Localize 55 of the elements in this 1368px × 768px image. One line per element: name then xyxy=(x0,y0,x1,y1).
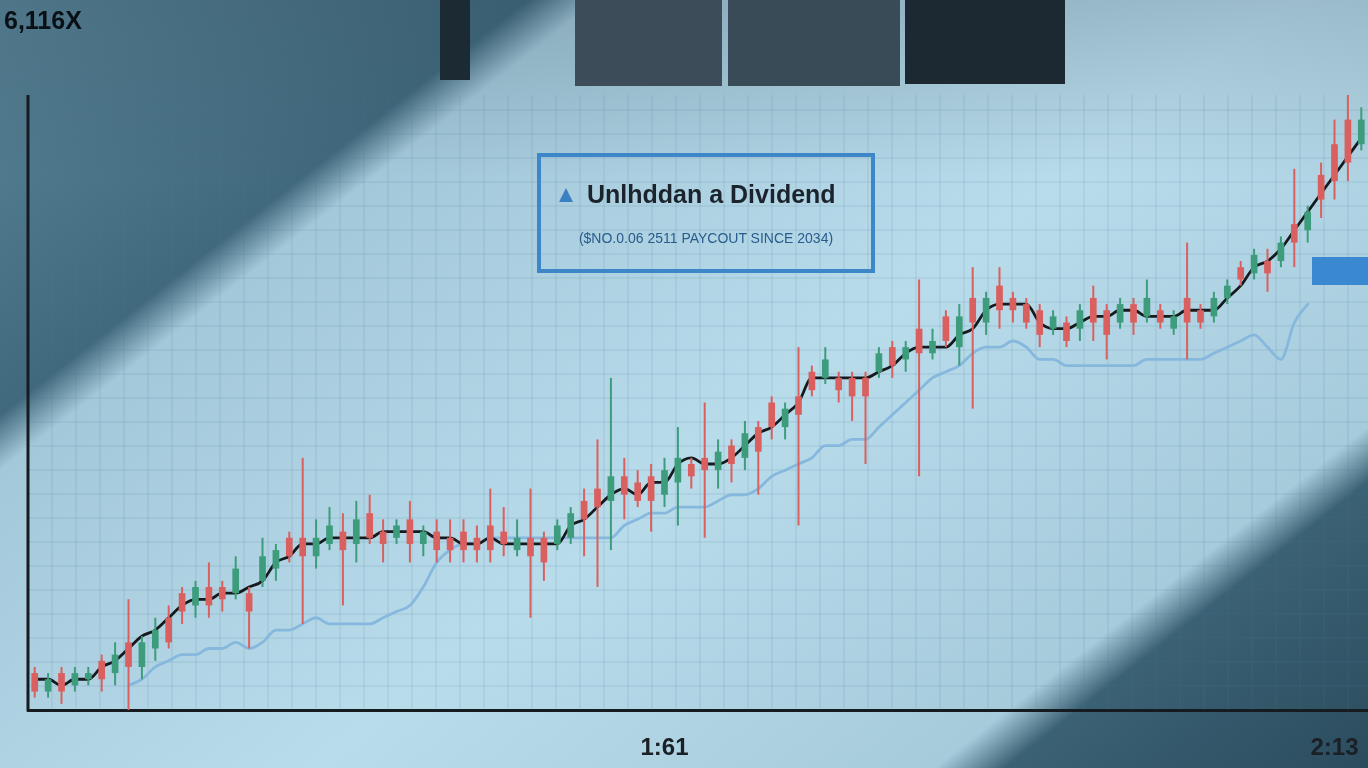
candlestick xyxy=(460,518,467,564)
candlestick xyxy=(500,506,508,558)
candlestick xyxy=(151,616,159,662)
candlestick xyxy=(178,586,186,625)
x-tick-label: 2:13 xyxy=(1310,733,1359,761)
candlestick xyxy=(1304,204,1312,244)
candlestick xyxy=(1049,309,1057,336)
candlestick xyxy=(98,653,106,693)
candlestick xyxy=(607,376,615,552)
candlestick xyxy=(299,456,307,625)
candlestick xyxy=(701,401,709,539)
candlestick xyxy=(620,456,628,521)
candlestick xyxy=(1156,303,1164,330)
candlestick xyxy=(862,370,869,465)
candlestick xyxy=(795,346,802,527)
candlestick xyxy=(433,518,441,564)
candlestick xyxy=(419,524,427,558)
candlestick xyxy=(728,438,735,484)
candlestick xyxy=(1264,247,1271,293)
candlestick xyxy=(44,672,52,699)
candlestick xyxy=(1170,309,1178,336)
candlestick xyxy=(1223,278,1231,306)
candlestick xyxy=(875,346,883,379)
text: Unlhddan a Dividend xyxy=(587,180,836,209)
candlestick xyxy=(821,346,829,386)
x-tick-label: 1:61 xyxy=(640,733,689,761)
candlestick xyxy=(58,665,65,705)
candlestick xyxy=(84,665,92,687)
text: ($NO.0.06 2511 PAYCOUT SINCE 2034) xyxy=(577,230,835,246)
candlestick xyxy=(326,506,333,552)
candlestick xyxy=(393,518,400,545)
candlestick xyxy=(1290,167,1298,269)
candlestick xyxy=(527,487,534,619)
candlestick xyxy=(902,340,910,373)
candlestick xyxy=(594,438,601,588)
text: 6,116X xyxy=(4,6,82,35)
candlestick xyxy=(1130,296,1137,336)
candlestick xyxy=(687,456,695,490)
candlestick xyxy=(272,542,280,582)
candlestick xyxy=(1022,296,1030,330)
candlestick xyxy=(218,579,226,613)
candlestick xyxy=(285,530,293,564)
candlestick xyxy=(835,370,843,404)
candlestick xyxy=(245,586,253,650)
candlestick xyxy=(31,665,39,699)
candlestick xyxy=(888,340,896,379)
candlestick xyxy=(553,518,561,552)
candlestick xyxy=(1116,296,1124,330)
candlestick xyxy=(929,327,936,361)
candlestick xyxy=(1063,315,1070,349)
candlestick xyxy=(192,579,199,619)
candlestick xyxy=(1076,303,1084,342)
candlestick xyxy=(1237,260,1245,287)
candlestick xyxy=(1197,303,1204,330)
candlestick xyxy=(634,469,642,509)
